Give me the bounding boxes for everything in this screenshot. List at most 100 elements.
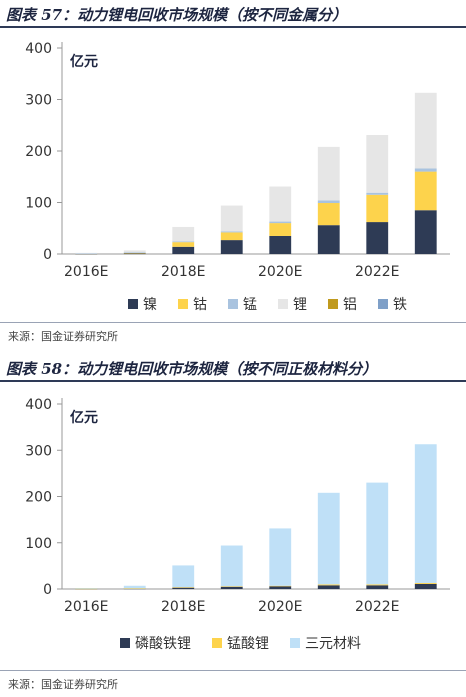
legend-label: 铝 bbox=[343, 297, 357, 313]
source-note: 来源：国金证券研究所 bbox=[8, 330, 118, 343]
y-tick-label: 300 bbox=[25, 93, 52, 109]
bar-segment bbox=[220, 231, 243, 233]
bar-segment bbox=[269, 585, 292, 587]
legend-label: 锰酸锂 bbox=[227, 636, 269, 652]
x-tick-label: 2022E bbox=[355, 264, 399, 280]
separator bbox=[0, 322, 466, 323]
legend-label: 铁 bbox=[393, 297, 407, 313]
bar-segment bbox=[220, 586, 243, 587]
bar-segment bbox=[75, 252, 98, 254]
y-tick-label: 0 bbox=[43, 247, 52, 263]
bar-segment bbox=[366, 584, 389, 586]
separator bbox=[0, 670, 466, 671]
bar-segment bbox=[172, 241, 195, 243]
bar-segment bbox=[269, 221, 292, 224]
figure-57: 图表 57：动力锂电回收市场规模（按不同金属分） 亿元 0 100 200 300 400… bbox=[0, 2, 466, 343]
bar-segment bbox=[366, 192, 389, 195]
bar-segment bbox=[172, 587, 195, 589]
bar-segment bbox=[317, 492, 340, 585]
bar-segment bbox=[220, 232, 243, 241]
bar-segment bbox=[366, 135, 389, 193]
bar-segment bbox=[172, 246, 195, 254]
y-tick-label: 200 bbox=[25, 490, 52, 506]
bar-segment bbox=[172, 565, 195, 588]
legend-swatch bbox=[178, 299, 188, 309]
legend-label: 钴 bbox=[193, 297, 207, 313]
bar-segment bbox=[220, 545, 243, 587]
bar-segment bbox=[220, 240, 243, 254]
bar-segment bbox=[75, 253, 98, 254]
legend-swatch bbox=[278, 299, 288, 309]
bar-segment bbox=[123, 252, 146, 254]
unit-label: 亿元 bbox=[70, 53, 98, 70]
bar-segment bbox=[269, 186, 292, 222]
bar-segment bbox=[414, 171, 437, 211]
figure-58: 图表 58：动力锂电回收市场规模（按不同正极材料分） 亿元 0 100 200 300 4… bbox=[0, 350, 466, 697]
bar-segment bbox=[414, 92, 437, 169]
legend-swatch bbox=[128, 299, 138, 309]
bar-segment bbox=[317, 200, 340, 204]
bar-segment bbox=[414, 582, 437, 584]
bar-segment bbox=[414, 210, 437, 254]
y-tick-label: 200 bbox=[25, 144, 52, 160]
bar-segment bbox=[366, 222, 389, 254]
legend-swatch bbox=[212, 638, 222, 648]
legend-swatch bbox=[328, 299, 338, 309]
legend-swatch bbox=[120, 638, 130, 648]
x-tick-label: 2018E bbox=[161, 599, 205, 615]
bar-segment bbox=[269, 586, 292, 589]
bar-segment bbox=[172, 587, 195, 588]
bar-segment bbox=[317, 203, 340, 226]
stacked-bar-chart-by-metal: 亿元 0 100 200 300 400 2016E 2018E 2020E 2022E 镍 钴 锰 锂 铝… bbox=[25, 41, 450, 313]
bar-segment bbox=[123, 588, 146, 589]
x-tick-label: 2020E bbox=[258, 264, 302, 280]
source-note: 来源：国金证券研究所 bbox=[8, 678, 118, 691]
figure-caption: 图表 57：动力锂电回收市场规模（按不同金属分） bbox=[0, 2, 466, 28]
bar-segment bbox=[123, 250, 146, 253]
legend-label: 磷酸铁锂 bbox=[135, 636, 191, 652]
legend-swatch bbox=[378, 299, 388, 309]
bar-segment bbox=[366, 585, 389, 589]
bar-segment bbox=[269, 223, 292, 236]
stacked-bar-chart-by-cathode: 亿元 0 100 200 300 400 2016E 2018E 2020E 2022E 磷酸铁锂 锰… bbox=[25, 397, 450, 652]
bar-segment bbox=[123, 585, 146, 589]
bar-segment bbox=[366, 194, 389, 223]
bar-segment bbox=[317, 584, 340, 586]
bar-segment bbox=[414, 168, 437, 172]
x-tick-label: 2016E bbox=[64, 264, 108, 280]
x-tick-label: 2022E bbox=[355, 599, 399, 615]
x-tick-label: 2018E bbox=[161, 264, 205, 280]
bar-segment bbox=[172, 226, 195, 242]
bar-segment bbox=[317, 146, 340, 201]
y-tick-label: 100 bbox=[25, 196, 52, 212]
legend-swatch bbox=[290, 638, 300, 648]
bar-segment bbox=[123, 253, 146, 255]
bar-segment bbox=[220, 586, 243, 589]
figure-caption: 图表 58：动力锂电回收市场规模（按不同正极材料分） bbox=[0, 356, 466, 382]
bar-segment bbox=[220, 205, 243, 232]
bar-segment bbox=[317, 585, 340, 589]
y-tick-label: 400 bbox=[25, 41, 52, 57]
bar-segment bbox=[269, 528, 292, 586]
y-tick-label: 400 bbox=[25, 397, 52, 413]
bar-segment bbox=[172, 242, 195, 247]
y-tick-label: 0 bbox=[43, 582, 52, 598]
bar-segment bbox=[366, 482, 389, 585]
bar-segment bbox=[75, 588, 98, 589]
bar-segment bbox=[269, 235, 292, 254]
bar-segment bbox=[414, 583, 437, 589]
bar-segment bbox=[317, 225, 340, 254]
legend-label: 三元材料 bbox=[305, 636, 361, 652]
unit-label: 亿元 bbox=[70, 409, 98, 426]
x-tick-label: 2020E bbox=[258, 599, 302, 615]
legend-label: 锰 bbox=[243, 297, 257, 313]
bar-segment bbox=[75, 588, 98, 590]
x-tick-label: 2016E bbox=[64, 599, 108, 615]
y-tick-label: 300 bbox=[25, 443, 52, 459]
bar-segment bbox=[414, 444, 437, 583]
legend-label: 锂 bbox=[293, 297, 307, 313]
y-tick-label: 100 bbox=[25, 536, 52, 552]
legend-label: 镍 bbox=[143, 297, 157, 313]
bar-segment bbox=[123, 252, 146, 254]
legend-swatch bbox=[228, 299, 238, 309]
